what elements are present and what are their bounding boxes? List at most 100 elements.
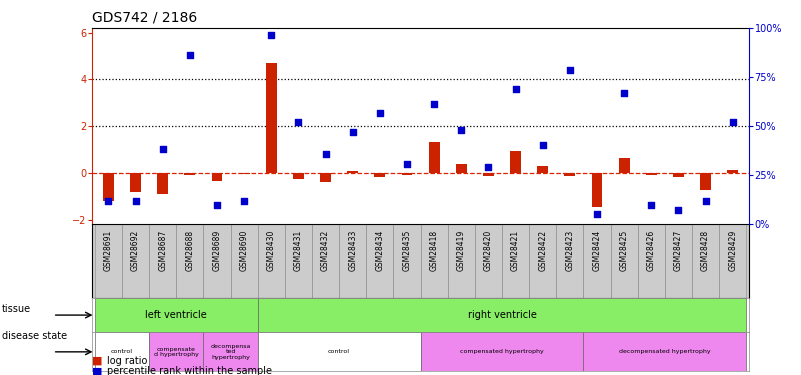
Point [727,119,739,125]
Bar [320,173,331,182]
Point [455,127,468,133]
Bar [700,173,711,190]
Text: percentile rank within the sample: percentile rank within the sample [107,366,272,375]
Bar [312,224,339,298]
Point [346,129,359,135]
Bar [157,173,168,194]
Text: GSM28431: GSM28431 [294,230,303,272]
Bar [95,224,122,298]
Text: GSM28426: GSM28426 [646,230,656,272]
Text: decompensa
ted
hypertrophy: decompensa ted hypertrophy [211,344,251,360]
Bar [727,170,738,173]
Text: GSM28434: GSM28434 [376,230,384,272]
Point [238,198,251,204]
Bar [374,173,385,177]
Point [211,202,223,208]
Bar [665,224,692,298]
Point [590,211,603,217]
Point [265,32,278,38]
Bar [266,63,276,173]
Bar [95,298,258,333]
Bar [203,333,258,371]
Point [156,146,169,152]
Point [428,101,441,107]
Text: GSM28691: GSM28691 [104,230,113,272]
Text: GSM28687: GSM28687 [158,230,167,272]
Bar [483,173,493,176]
Text: GSM28423: GSM28423 [566,230,574,272]
Bar [673,173,684,177]
Bar [448,224,475,298]
Bar [456,164,467,173]
Bar [285,224,312,298]
Text: disease state: disease state [2,331,66,340]
Bar [529,224,556,298]
Bar [239,173,250,174]
Text: compensate
d hypertrophy: compensate d hypertrophy [154,346,199,357]
Bar [95,333,149,371]
Text: GSM28427: GSM28427 [674,230,683,272]
Bar [339,224,366,298]
Bar [258,298,747,333]
Bar [130,173,141,192]
Text: GSM28422: GSM28422 [538,230,547,271]
Bar [149,333,203,371]
Bar [366,224,393,298]
Text: GSM28435: GSM28435 [402,230,412,272]
Bar [231,224,258,298]
Bar [348,171,358,173]
Bar [122,224,149,298]
Text: ■: ■ [92,366,103,375]
Bar [583,333,747,371]
Point [672,207,685,213]
Point [129,198,142,204]
Point [536,142,549,148]
Point [319,151,332,157]
Bar [149,224,176,298]
Point [563,67,576,73]
Bar [565,173,575,176]
Bar [184,173,195,175]
Text: GSM28690: GSM28690 [239,230,248,272]
Text: GSM28433: GSM28433 [348,230,357,272]
Bar [421,333,583,371]
Point [183,52,196,58]
Text: GSM28424: GSM28424 [593,230,602,272]
Text: decompensated hypertrophy: decompensated hypertrophy [619,350,710,354]
Bar [502,224,529,298]
Bar [556,224,583,298]
Text: GSM28420: GSM28420 [484,230,493,272]
Text: GSM28419: GSM28419 [457,230,465,272]
Text: GSM28430: GSM28430 [267,230,276,272]
Bar [393,224,421,298]
Text: tissue: tissue [2,304,30,314]
Bar [203,224,231,298]
Text: GSM28425: GSM28425 [620,230,629,272]
Point [292,119,305,125]
Text: GSM28418: GSM28418 [429,230,439,271]
Bar [646,173,657,175]
Bar [591,173,602,207]
Bar [638,224,665,298]
Bar [537,166,548,173]
Bar [583,224,610,298]
Bar [211,173,223,181]
Bar [618,158,630,173]
Text: control: control [328,350,350,354]
Point [618,90,630,96]
Point [509,86,522,92]
Bar [475,224,502,298]
Text: GSM28689: GSM28689 [212,230,221,272]
Text: GSM28429: GSM28429 [728,230,737,272]
Bar [510,151,521,173]
Text: GSM28428: GSM28428 [701,230,710,271]
Bar [293,173,304,179]
Bar [401,173,413,175]
Bar [421,224,448,298]
Bar [429,142,440,173]
Point [699,198,712,204]
Bar [692,224,719,298]
Text: GSM28432: GSM28432 [321,230,330,272]
Text: GDS742 / 2186: GDS742 / 2186 [92,10,197,24]
Text: right ventricle: right ventricle [468,310,537,320]
